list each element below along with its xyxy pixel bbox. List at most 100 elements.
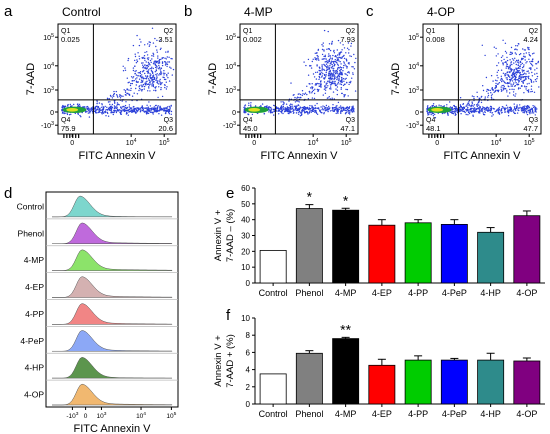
scatter-point — [505, 67, 507, 69]
scatter-point — [520, 78, 522, 81]
scatter-point — [511, 80, 514, 82]
scatter-point — [153, 106, 155, 108]
scatter-point — [315, 112, 318, 114]
scatter-point — [148, 63, 150, 65]
scatter-point — [503, 84, 505, 87]
scatter-point — [333, 109, 336, 111]
scatter-point — [146, 80, 148, 83]
scatter-point — [354, 90, 357, 92]
scatter-point — [477, 110, 479, 113]
scatter-point — [78, 103, 81, 106]
scatter-point — [345, 52, 347, 54]
scatter-point — [283, 109, 285, 111]
scatter-point — [510, 46, 513, 49]
quadrant-name: Q3 — [346, 117, 355, 124]
scatter-point — [531, 65, 534, 67]
scatter-point — [318, 67, 321, 69]
scatter-point — [511, 73, 514, 76]
x-tick-label: 0 — [435, 140, 439, 147]
scatter-point — [148, 45, 150, 47]
scatter-point — [316, 52, 318, 54]
scatter-point — [157, 80, 159, 82]
scatter-point — [510, 70, 512, 73]
scatter-point — [137, 110, 139, 112]
scatter-point — [477, 101, 480, 104]
scatter-point — [463, 106, 465, 108]
quadrant-name: Q2 — [346, 28, 355, 35]
scatter-point — [526, 111, 528, 113]
scatter-point — [142, 108, 144, 111]
scatter-point — [534, 114, 536, 116]
y-tick-label: -103 — [406, 121, 419, 130]
scatter-point — [151, 85, 153, 87]
scatter-point — [526, 107, 528, 109]
scatter-point — [104, 111, 106, 113]
scatter-point — [159, 69, 161, 71]
scatter-point — [328, 105, 330, 108]
scatter-point — [170, 67, 172, 69]
quadrant-percent: 47.1 — [340, 124, 355, 133]
x-axis-label: FITC Annexin V — [443, 150, 521, 162]
scatter-point — [520, 63, 522, 66]
histogram-curve — [51, 249, 173, 271]
scatter-point — [291, 105, 293, 107]
scatter-point — [326, 107, 328, 109]
scatter-point — [468, 104, 470, 106]
scatter-point — [333, 70, 335, 72]
scatter-point — [136, 77, 138, 79]
scatter-point — [351, 66, 353, 68]
scatter-point — [525, 75, 527, 78]
scatter-point — [328, 43, 331, 45]
scatter-point — [502, 55, 504, 57]
scatter-point — [479, 108, 481, 110]
scatter-point — [502, 64, 504, 66]
scatter-point — [345, 107, 347, 110]
scatter-point — [108, 98, 111, 100]
scatter-point — [490, 107, 492, 110]
scatter-point — [466, 109, 468, 112]
scatter-point — [132, 67, 135, 69]
scatter-point — [434, 113, 436, 116]
scatter-point — [170, 113, 172, 116]
scatter-point — [341, 49, 343, 51]
scatter-point — [295, 105, 297, 108]
scatter-point — [534, 110, 536, 113]
scatter-point — [507, 67, 510, 69]
scatter-point — [334, 80, 336, 83]
scatter-point — [514, 95, 516, 97]
scatter-point — [158, 113, 160, 115]
scatter-point — [504, 111, 506, 113]
scatter-point — [322, 58, 325, 60]
scatter-point — [116, 108, 119, 111]
scatter-point — [504, 107, 506, 110]
scatter-point — [166, 63, 169, 66]
scatter-point — [533, 91, 536, 94]
scatter-point — [135, 109, 138, 111]
scatter-point — [512, 91, 515, 93]
scatter-point — [513, 111, 515, 113]
scatter-point — [126, 77, 128, 79]
scatter-point — [321, 107, 324, 109]
scatter-point — [296, 109, 298, 112]
scatter-point — [165, 58, 167, 60]
scatter-point — [440, 105, 442, 107]
quadrant-percent: 45.0 — [243, 124, 258, 133]
scatter-point — [306, 106, 309, 109]
scatter-point — [502, 89, 505, 91]
scatter-point — [144, 51, 146, 54]
scatter-point — [473, 96, 475, 98]
scatter-point — [470, 110, 472, 113]
scatter-point — [477, 107, 479, 109]
scatter-point — [307, 112, 309, 114]
scatter-point — [344, 94, 346, 96]
scatter-point — [159, 108, 161, 111]
x-tick-label: 105 — [341, 138, 352, 147]
scatter-point — [128, 106, 130, 108]
scatter-point — [102, 112, 105, 114]
scatter-point — [337, 101, 340, 104]
scatter-point — [496, 80, 498, 82]
y-tick-label: 105 — [225, 33, 236, 42]
scatter-point — [128, 81, 130, 83]
scatter-point — [114, 101, 116, 103]
scatter-point — [116, 95, 119, 97]
